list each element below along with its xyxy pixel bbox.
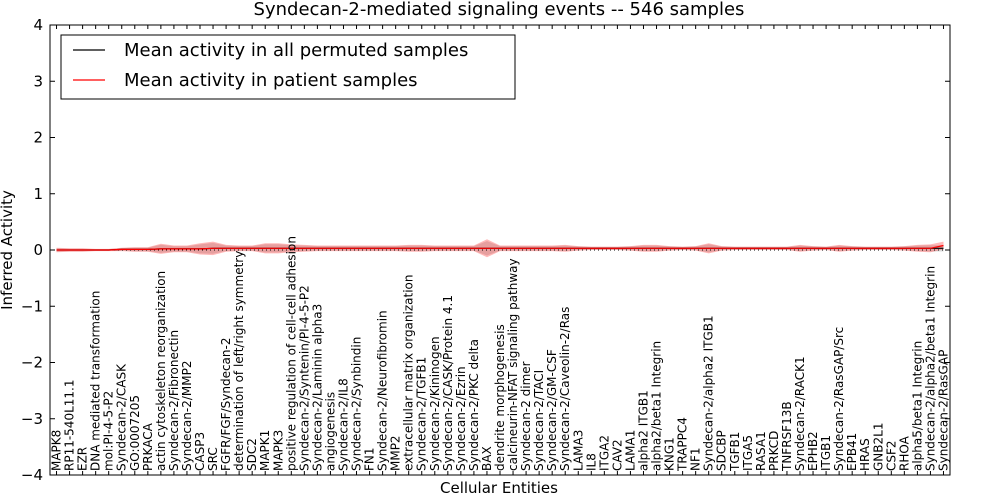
x-tick-label: EZR [76,447,90,471]
x-tick-label: Syndecan-2/Syntenin/PI-4-5-P2 [297,285,311,471]
x-tick-label: GNB2L1 [871,423,885,471]
x-tick-label: EPHB2 [806,431,820,471]
x-tick-label: mol:PI-4-5-P2 [102,391,116,471]
x-tick-label: GO:0007205 [128,395,142,471]
x-tick-label: FGFR/FGF/Syndecan-2 [219,338,233,471]
x-tick-label: SDCBP [715,430,729,471]
x-tick-label: RHOA [897,435,911,471]
x-tick-label: NF1 [689,447,703,471]
x-tick-label: PRKACA [141,422,155,471]
y-axis-label: Inferred Activity [0,190,16,310]
x-tick-label: actin cytoskeleton reorganization [154,271,168,471]
x-tick-label: determination of left/right symmetry [232,251,246,471]
x-tick-label: Syndecan-2/Fibronectin [167,330,181,471]
plot-area: 4 3 2 1 0 −1 −2 −3 −4 MAPK8 RP11-540L11.1 EZR DNA me… [21,16,951,484]
x-tick-label: Syndecan-2/TACI [532,370,546,471]
x-tick-label: Syndecan-2/alpha2 ITGB1 [702,315,716,471]
x-tick-label: Syndecan-2/CASK/Protein 4.1 [441,295,455,471]
x-tick-label: Syndecan-2/Caveolin-2/Ras [558,307,572,471]
x-tick-label: CAV2 [610,439,624,471]
x-tick-label: IL8 [584,453,598,471]
x-tick-label: ITGB1 [819,435,833,471]
y-tick-label: −4 [21,466,43,484]
x-tick-label: Syndecan-2/PKC delta [467,339,481,471]
x-tick-label: LAMA1 [623,430,637,471]
x-tick-label: positive regulation of cell-cell adhesio… [284,236,298,471]
x-tick-label: SDC2 [245,438,259,471]
x-tick-label: CSF2 [884,440,898,471]
y-tick-label: 0 [33,241,43,259]
y-tick-label: 2 [33,129,43,147]
x-tick-label: LAMA3 [571,430,585,471]
x-tick-label: Syndecan-2/RasGAP [936,350,950,471]
y-tick-label: −2 [21,354,43,372]
x-tick-label: CASP3 [193,432,207,471]
x-tick-label: PRKCD [767,431,781,471]
legend-label: Mean activity in patient samples [124,70,418,91]
x-tick-label: TRAPPC4 [676,417,690,472]
x-tick-label: EPB41 [845,433,859,471]
legend-box [60,34,516,100]
y-tick-label: 3 [33,72,43,90]
x-tick-label: Syndecan-2/Laminin alpha3 [310,304,324,471]
y-tick-label: −1 [21,297,43,315]
x-tick-label: TNFRSF13B [780,401,794,472]
x-tick-label: extracellular matrix organization [402,274,416,471]
x-tick-label: KNG1 [663,437,677,471]
x-tick-label: SRC [206,447,220,471]
x-tick-label: Syndecan-2/RACK1 [793,356,807,471]
x-tick-label: alpha2 ITGB1 [636,390,650,471]
y-tick-label: −3 [21,410,43,428]
x-tick-label: alpha5/beta1 Integrin [910,341,924,471]
x-tick-label: DNA mediated transformation [89,291,103,471]
x-tick-label: TGFB1 [728,432,742,472]
x-tick-label: Syndecan-2/Synbindin [350,337,364,471]
y-tick-label: 1 [33,185,43,203]
x-tick-label: alpha2/beta1 Integrin [650,341,664,471]
x-tick-label: FN1 [363,447,377,471]
x-tick-label: Syndecan-2/RasGAP/Src [832,327,846,471]
x-tick-label: ITGA5 [741,435,755,471]
x-tick-label: angiogenesis [323,392,337,471]
x-tick-label: Syndecan-2/Neurofibromin [376,310,390,471]
x-tick-label: MAPK1 [258,430,272,471]
x-tick-label: Syndecan-2/MMP2 [180,361,194,471]
legend: Mean activity in all permuted samples Mea… [60,34,516,100]
legend-label: Mean activity in all permuted samples [124,40,468,61]
x-tick-label: MAPK8 [50,430,64,471]
series-line-2 [56,244,944,251]
x-tick-label: Syndecan-2/CASK [115,363,129,471]
chart-title: Syndecan-2-mediated signaling events -- … [254,0,745,20]
x-tick-label: Syndecan-2/alpha2/beta1 Integrin [923,266,937,471]
x-axis-label: Cellular Entities [440,479,558,497]
x-tick-label: RP11-540L11.1 [63,380,77,471]
x-tick-label: Syndecan-2 dimer [519,361,533,471]
x-tick-label: HRAS [858,438,872,471]
x-tick-label: BAX [480,446,494,471]
x-tick-label: ITGA2 [597,435,611,471]
x-tick-label: Syndecan-2/Kininogen [428,336,442,471]
x-tick-label: calcineurin-NFAT signaling pathway [506,258,520,471]
x-tick-label: MAPK3 [271,430,285,471]
x-tick-label: MMP2 [389,435,403,471]
x-tick-label: Syndecan-2/TGFB1 [415,357,429,471]
x-tick-label: Syndecan-2/GM-CSF [545,349,559,471]
x-tick-label: dendrite morphogenesis [493,324,507,471]
x-tick-label: Syndecan-2/IL8 [336,378,350,471]
x-tick-label: Syndecan-2/Ezrin [454,366,468,471]
y-tick-label: 4 [33,16,43,34]
x-tick-label: RASA1 [754,431,768,471]
